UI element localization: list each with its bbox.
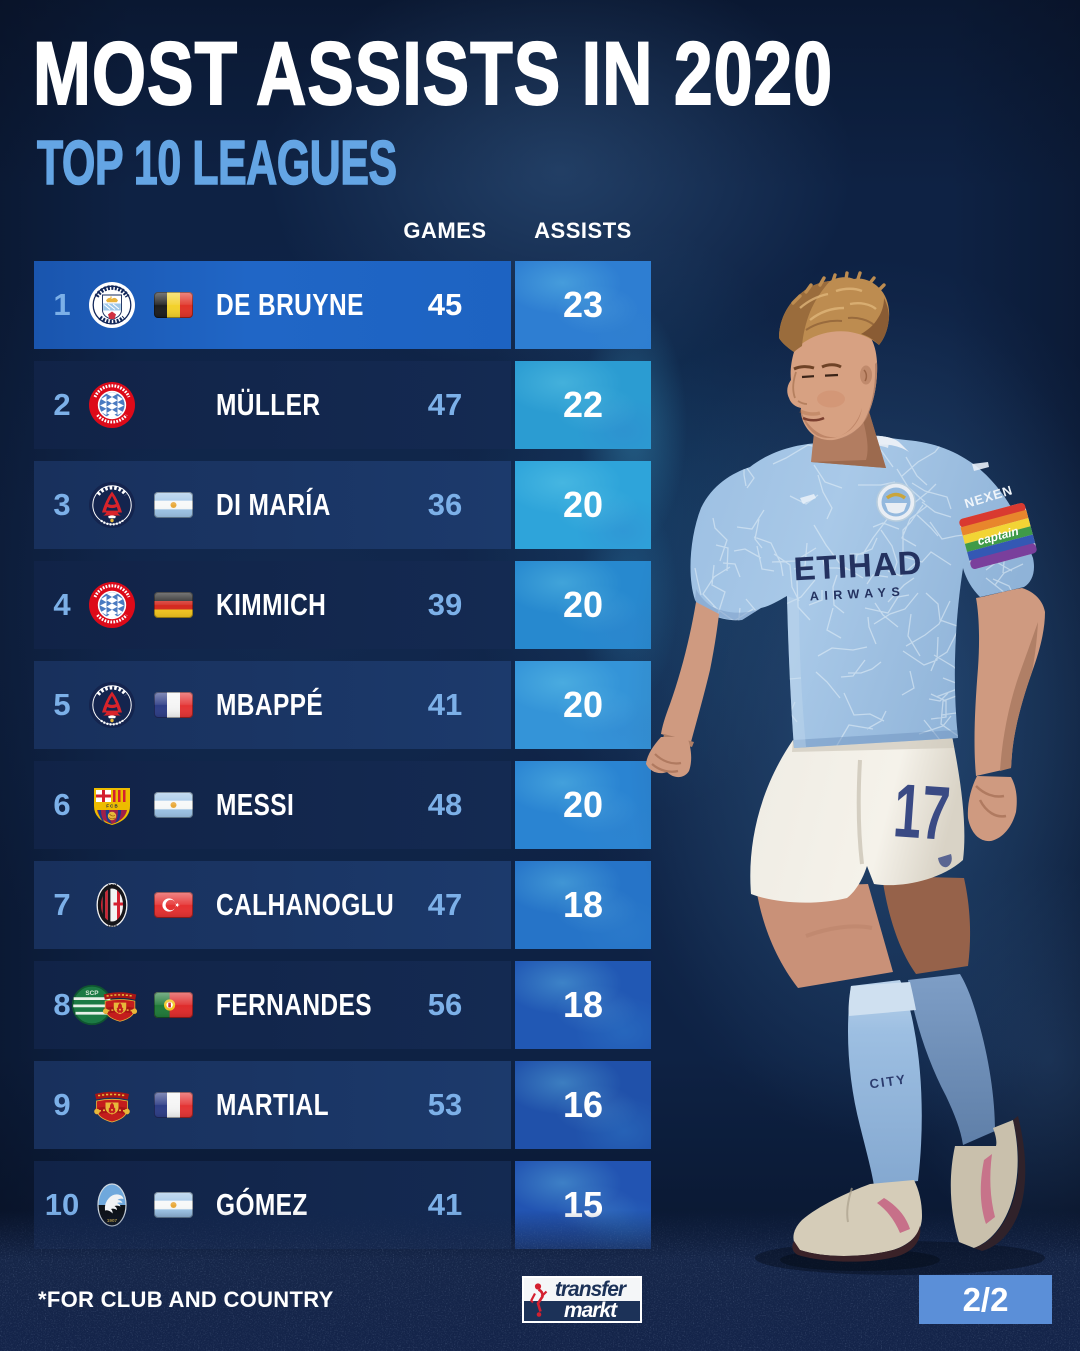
svg-text:17: 17 [891,768,953,857]
svg-text:CITY: CITY [869,1071,908,1091]
svg-text:AIRWAYS: AIRWAYS [809,585,905,604]
svg-text:ETIHAD: ETIHAD [793,544,924,588]
